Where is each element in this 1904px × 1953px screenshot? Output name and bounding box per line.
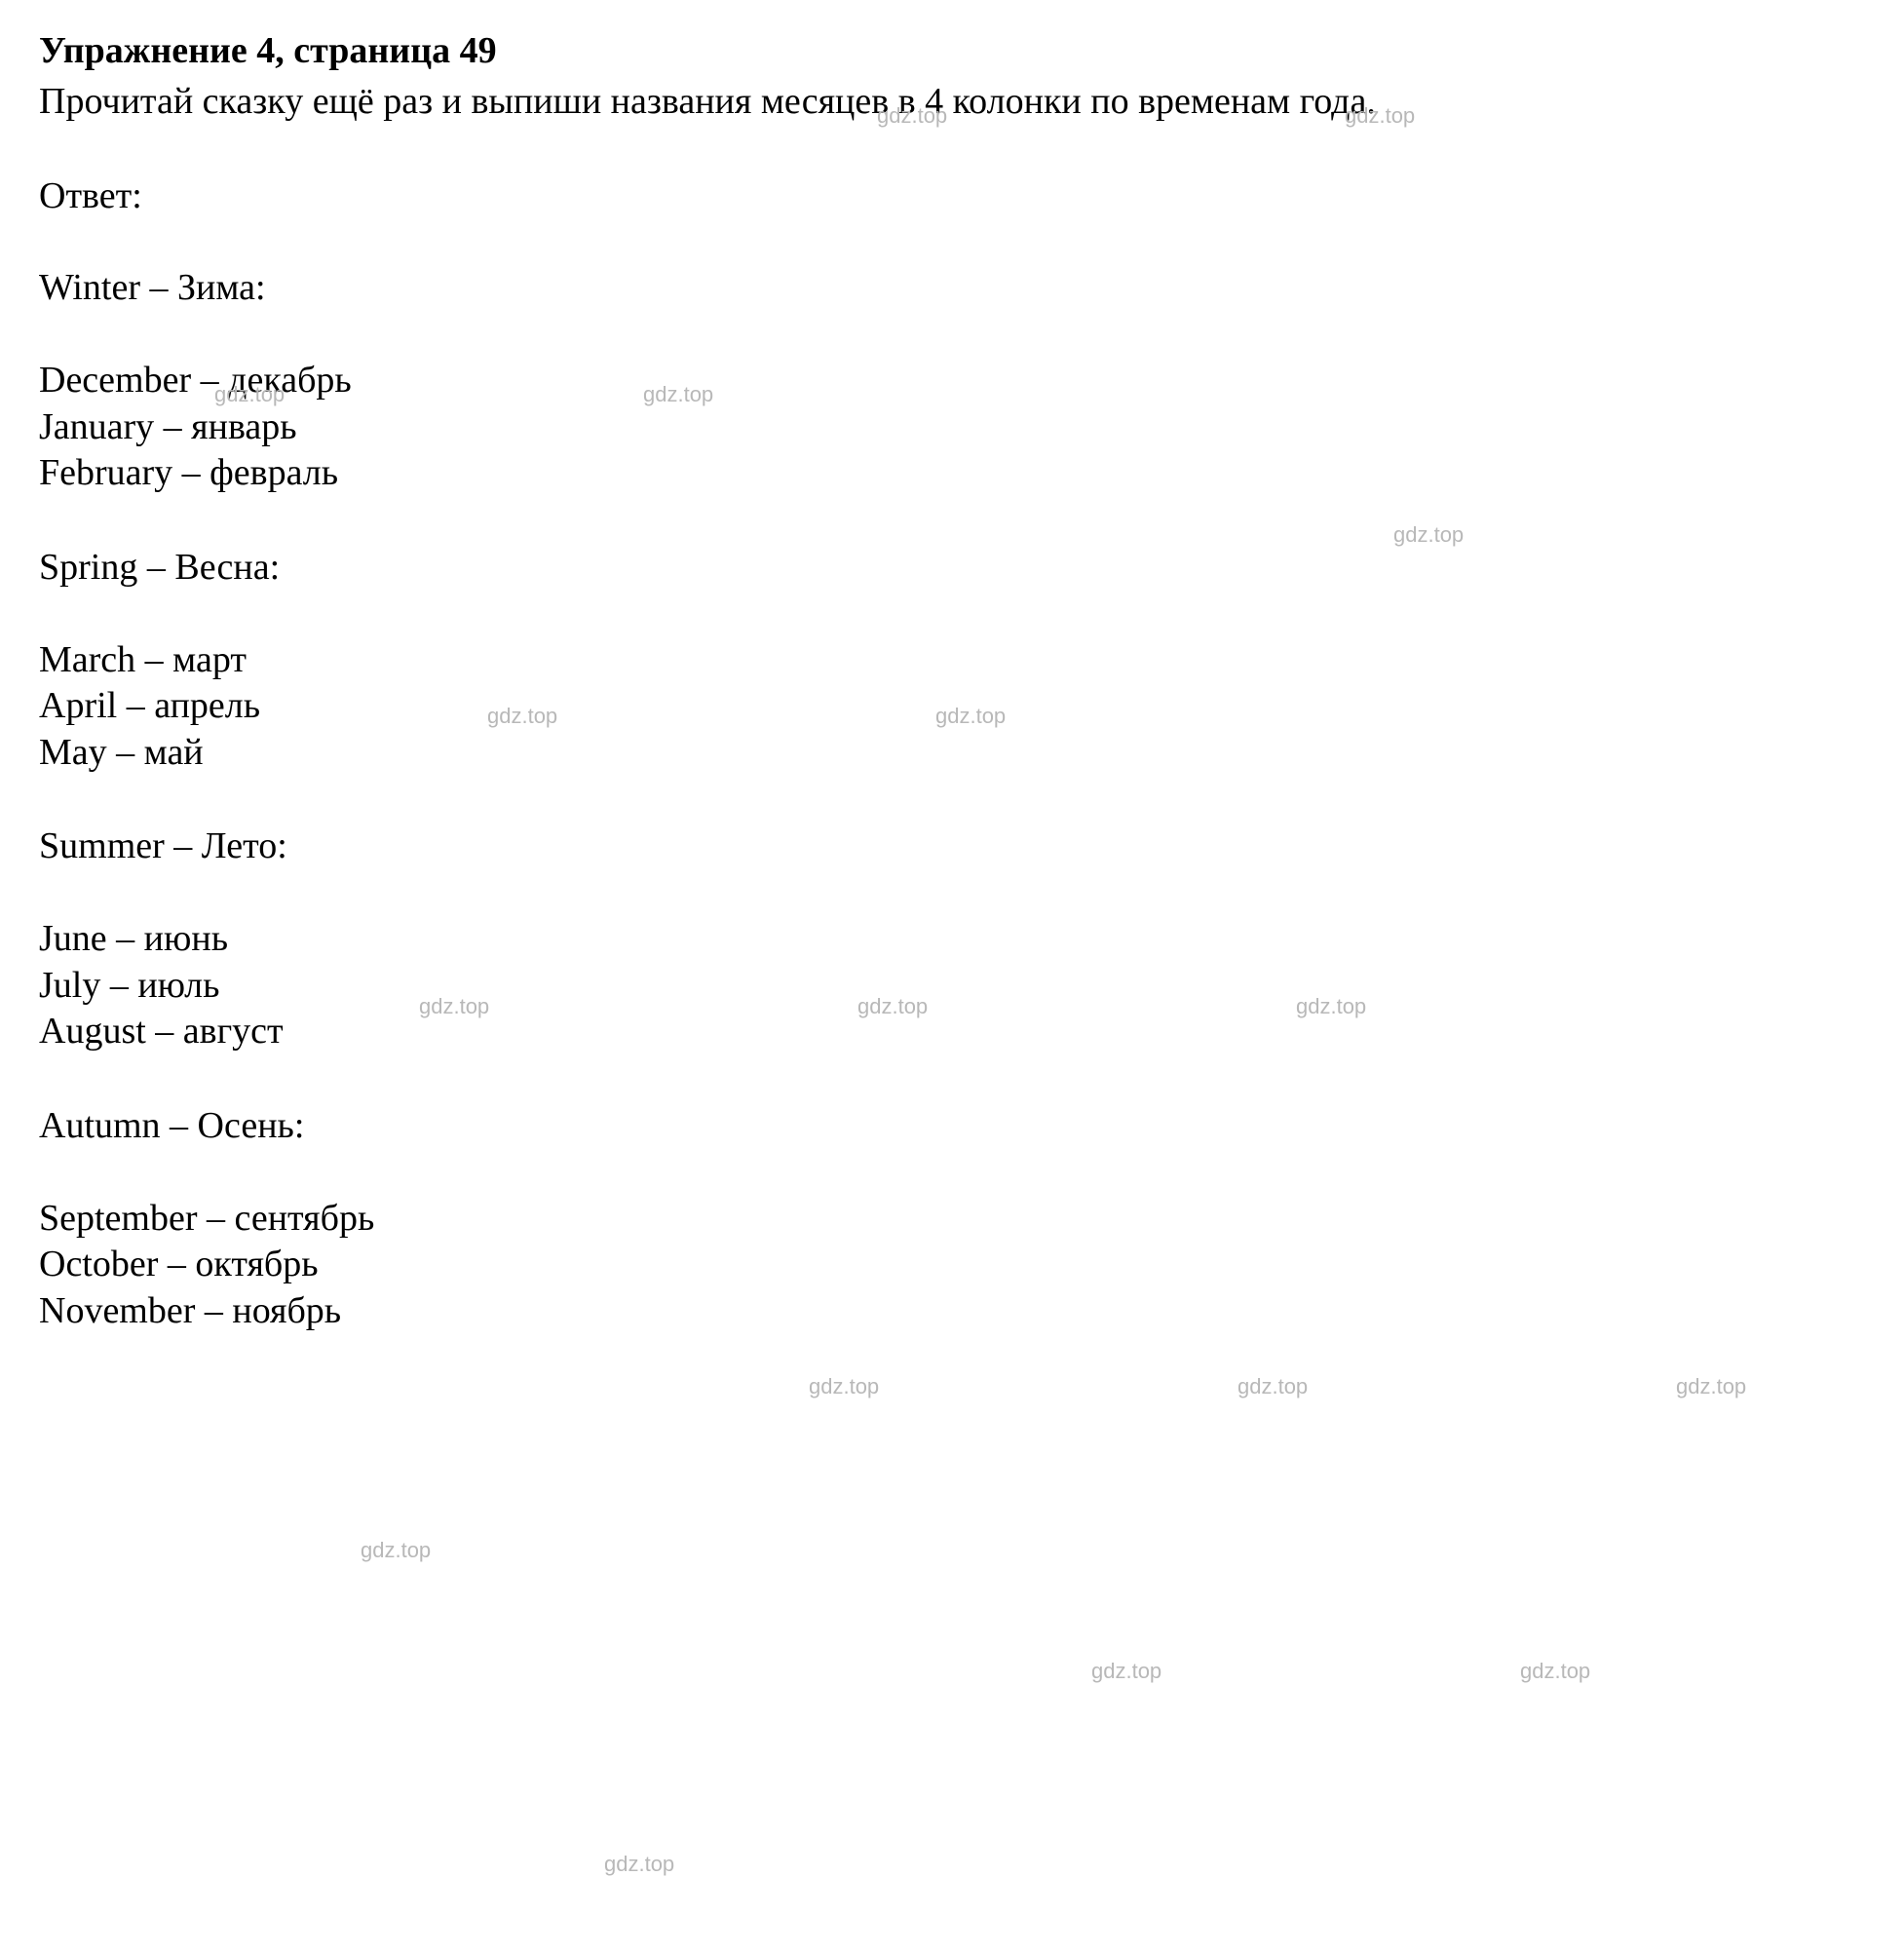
watermark: gdz.top (361, 1538, 431, 1563)
month-line: July – июль (39, 963, 1865, 1010)
watermark: gdz.top (1676, 1374, 1746, 1399)
month-line: January – январь (39, 404, 1865, 451)
month-line: April – апрель (39, 683, 1865, 730)
exercise-title: Упражнение 4, страница 49 (39, 29, 1865, 72)
month-line: December – декабрь (39, 358, 1865, 404)
season-spring: Spring – Весна: March – март April – апр… (39, 546, 1865, 777)
month-line: May – май (39, 730, 1865, 777)
month-line: September – сентябрь (39, 1196, 1865, 1243)
answer-label: Ответ: (39, 174, 1865, 217)
month-line: November – ноябрь (39, 1288, 1865, 1335)
months-group: September – сентябрь October – октябрь N… (39, 1196, 1865, 1335)
instruction-text: Прочитай сказку ещё раз и выпиши названи… (39, 78, 1861, 126)
month-line: October – октябрь (39, 1242, 1865, 1288)
season-heading: Winter – Зима: (39, 266, 1865, 309)
watermark: gdz.top (1393, 522, 1464, 548)
month-line: February – февраль (39, 450, 1865, 497)
months-group: June – июнь July – июль August – август (39, 916, 1865, 1055)
watermark: gdz.top (1238, 1374, 1308, 1399)
months-group: March – март April – апрель May – май (39, 637, 1865, 777)
season-autumn: Autumn – Осень: September – сентябрь Oct… (39, 1104, 1865, 1335)
month-line: August – август (39, 1009, 1865, 1055)
watermark: gdz.top (604, 1852, 674, 1877)
season-summer: Summer – Лето: June – июнь July – июль A… (39, 824, 1865, 1055)
season-heading: Spring – Весна: (39, 546, 1865, 589)
season-heading: Autumn – Осень: (39, 1104, 1865, 1147)
season-heading: Summer – Лето: (39, 824, 1865, 867)
season-winter: Winter – Зима: December – декабрь Januar… (39, 266, 1865, 497)
month-line: March – март (39, 637, 1865, 684)
watermark: gdz.top (809, 1374, 879, 1399)
months-group: December – декабрь January – январь Febr… (39, 358, 1865, 497)
watermark: gdz.top (1091, 1659, 1161, 1684)
watermark: gdz.top (1520, 1659, 1590, 1684)
month-line: June – июнь (39, 916, 1865, 963)
